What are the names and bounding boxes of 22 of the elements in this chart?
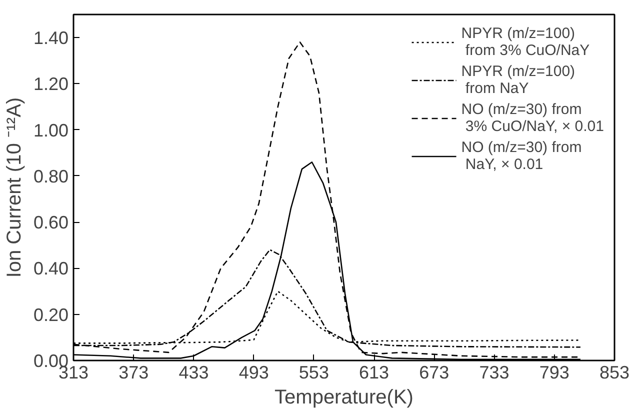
x-axis-title: Temperature(K) xyxy=(274,386,414,408)
y-tick-label: 0.60 xyxy=(33,212,69,233)
x-tick-label: 733 xyxy=(479,362,510,382)
legend-label: NO (m/z=30) from NaY, × 0.01 xyxy=(461,138,582,174)
x-tick-label: 793 xyxy=(539,362,570,382)
legend-label: NO (m/z=30) from 3% CuO/NaY, × 0.01 xyxy=(461,100,604,136)
x-tick-label: 613 xyxy=(359,362,390,382)
y-tick-label: 1.40 xyxy=(33,28,69,48)
legend-label: NPYR (m/z=100) from NaY xyxy=(461,62,576,98)
x-tick-label: 373 xyxy=(118,362,149,382)
y-tick-label: 1.00 xyxy=(33,120,69,140)
y-tick-label: 0.80 xyxy=(33,166,69,186)
legend-label: NPYR (m/z=100) from 3% CuO/NaY xyxy=(461,24,590,60)
y-axis-title: Ion Current (10 ⁻¹²A) xyxy=(3,97,26,278)
y-tick-label: 1.20 xyxy=(33,74,69,94)
y-tick-label: 0.20 xyxy=(33,304,69,325)
x-tick-label: 853 xyxy=(599,362,630,382)
x-tick-label: 433 xyxy=(178,362,209,382)
x-tick-label: 493 xyxy=(238,362,269,382)
x-tick-label: 673 xyxy=(419,362,450,382)
x-tick-label: 553 xyxy=(298,362,329,382)
y-tick-label: 0.40 xyxy=(33,258,69,279)
